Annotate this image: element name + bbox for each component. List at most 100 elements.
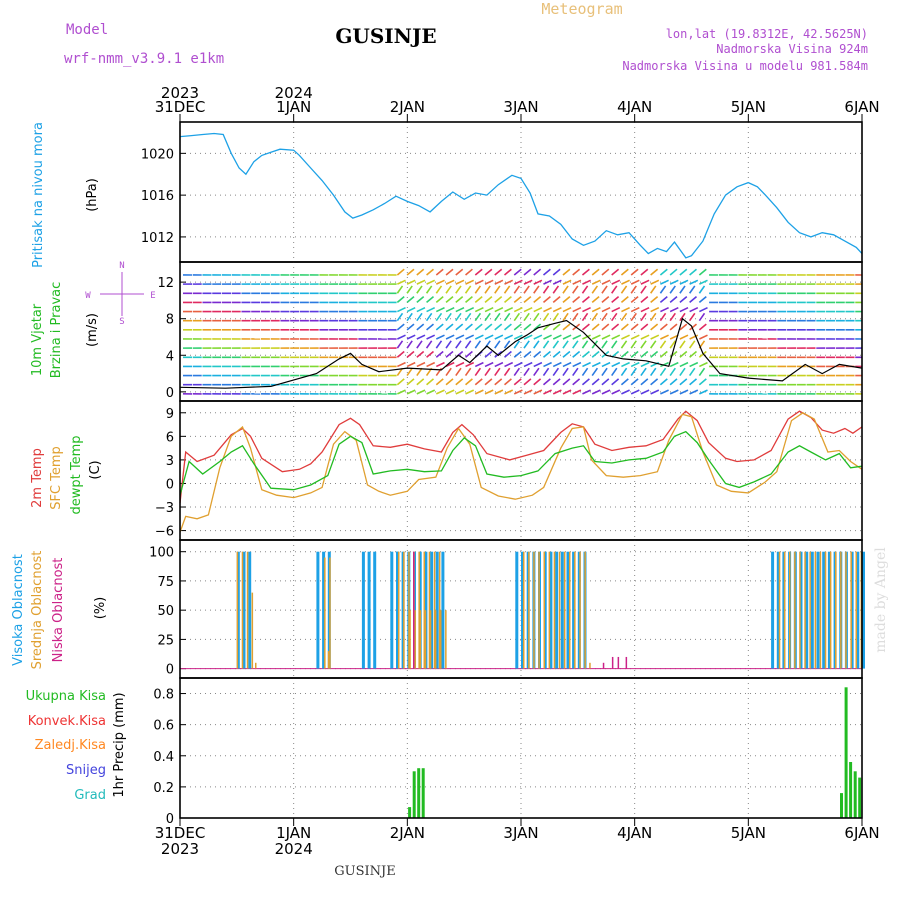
mid-cloud-bar [543,551,545,669]
wind-barb [679,306,689,313]
temp-unit: (C) [88,460,103,479]
wind-ylabel-2: Brzina i Pravac [49,282,64,379]
high-cloud-bar [361,551,365,669]
wind-barb [620,340,628,349]
wind-barb [650,340,657,349]
wind-barb [474,378,483,386]
wind-barb [504,361,514,368]
wind-barb [465,279,475,285]
wind-barb [669,361,679,368]
high-cloud-bar [543,551,547,669]
mid-cloud-bar [835,551,837,669]
pressure-ytick-label: 1016 [141,189,174,204]
wind-barb [445,323,454,331]
mid-cloud-bar [429,610,432,669]
high-cloud-bar [822,551,826,669]
wind-barb [533,268,542,276]
wind-barb [640,389,650,395]
wind-barb [484,367,491,377]
wind-barb [542,268,551,276]
wind-barb [630,295,639,304]
wind-barb [552,306,562,313]
wind-barb [581,312,589,322]
wind-barb [484,350,493,358]
wind-barb [572,279,582,285]
wind-barb [504,279,514,285]
wind-barb [669,279,679,285]
wind-barb [533,279,543,285]
x-tick-label-top: 5JAN [731,98,766,116]
wind-barb [523,323,532,331]
wind-barb [562,350,571,358]
wind-barb [650,312,657,322]
mid-cloud-bar [553,551,556,669]
wind-barb [396,350,405,358]
wind-barb [406,312,413,322]
wind-barb [669,323,678,331]
mid-cloud-bar [845,551,847,669]
wind-barb [513,334,523,340]
wind-barb [513,312,521,322]
wind-barb [698,268,707,276]
temperature-panel: −6 −3 0 3 6 9 [155,400,863,541]
wind-barb [620,285,628,294]
wind-barb [533,285,540,294]
wind-barb [455,285,462,294]
high-cloud-bar [776,551,780,669]
wind-barb [660,306,669,313]
wind-barb [650,295,659,304]
wind-barb [591,323,600,331]
wind-barb [572,367,579,377]
compass-north: N [119,261,124,271]
footer-city: GUSINJE [334,864,395,879]
wind-barb [435,389,445,395]
wind-barb [601,340,608,349]
wind-barb [688,367,696,377]
dewpt-line [179,430,863,496]
wind-barb [435,312,443,322]
x-year-label-top: 2023 [161,84,199,102]
model-label: Model [66,22,108,38]
wind-barb [425,340,433,349]
precip-bar [844,687,848,818]
wind-unit: (m/s) [85,313,100,347]
wind-barb [435,378,444,386]
mid-cloud-bar [398,551,400,669]
wind-barb [494,312,501,322]
wind-barb [533,367,540,377]
wind-barb [650,334,660,340]
wind-barb [669,285,676,294]
wind-barb [513,367,521,377]
wind-ytick-label: 0 [166,386,174,401]
low-cloud-bar [602,662,605,669]
wind-barb [630,323,639,331]
wind-barb [416,268,425,276]
precip-bar [408,807,412,818]
cloud-unit: (%) [93,597,108,620]
product-title: Meteogram [541,0,622,18]
mid-cloud-bar [778,551,781,669]
wind-barb [445,334,455,340]
wind-barb [484,312,491,322]
wind-barb [406,268,415,276]
wind-barb [542,340,550,349]
wind-barb [659,367,667,377]
wind-barb [474,389,484,395]
wind-barb [474,295,483,304]
mid-cloud-bar [558,551,561,669]
wind-barb [523,389,533,395]
mid-cloud-bar [236,551,239,669]
wind-barb [445,285,452,294]
wind-barb [406,334,416,340]
wind-barb [581,323,590,331]
x-tick-label-bottom: 1JAN [276,824,311,842]
wind-barb [406,367,413,377]
clouds-ytick-label: 0 [166,663,174,678]
x-tick-label-bottom: 6JAN [844,824,879,842]
wind-barb [562,367,569,377]
wind-barb [397,306,406,313]
wind-barb [620,268,629,276]
wind-barb [552,389,562,395]
wind-barb [650,285,657,294]
wind-barb [435,350,444,358]
